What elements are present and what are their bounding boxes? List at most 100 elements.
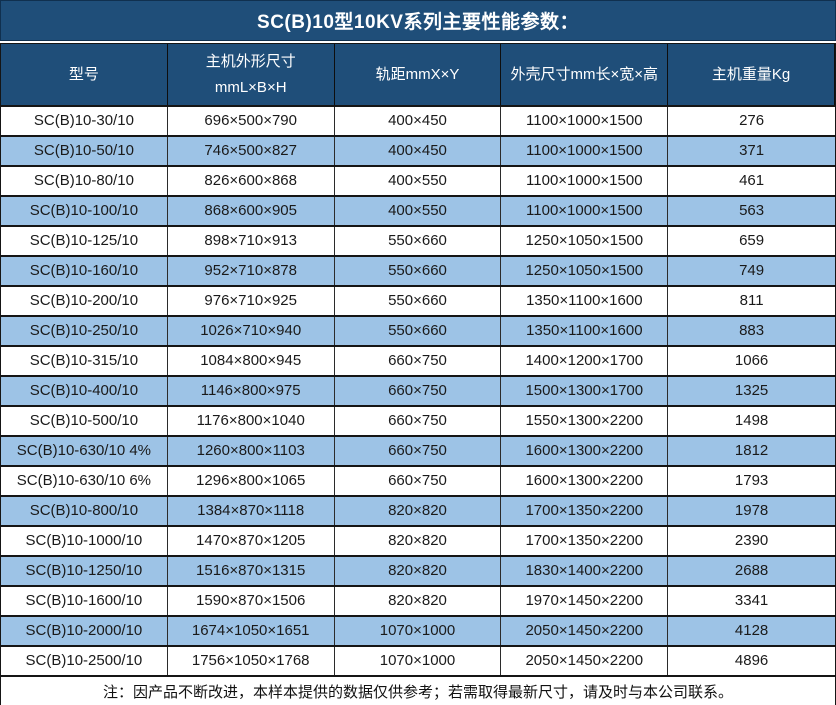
cell-weight: 1066 [734,351,769,369]
cell-gauge: 400×450 [335,137,502,165]
cell-gauge: 820×820 [335,497,502,525]
cell-outline: 746×500×827 [168,137,335,165]
cell-outline: 898×710×913 [168,227,335,255]
column-header-shell: 外壳尺寸mm长×宽×高 [501,44,669,105]
table-body: SC(B)10-30/10 696×500×790 400×450 1100×1000… [1,105,835,675]
cell-outline: 1260×800×1103 [168,437,335,465]
table-row: SC(B)10-400/10 1146×800×975 660×750 1500×13… [1,375,835,405]
table-row: SC(B)10-630/10 4% 1260×800×1103 660×750 160… [1,435,835,465]
cell-shell: 1100×1000×1500 [501,137,669,165]
cell-shell: 1500×1300×1700 [501,377,669,405]
cell-model: SC(B)10-80/10 [1,167,168,195]
page-title: SC(B)10型10KV系列主要性能参数： [0,0,836,41]
cell-shell: 1970×1450×2200 [501,587,669,615]
cell-model: SC(B)10-400/10 [1,377,168,405]
cell-gauge: 660×750 [335,467,502,495]
column-header-weight: 主机重量Kg [668,44,835,105]
cell-gauge: 820×820 [335,587,502,615]
cell-model: SC(B)10-160/10 [1,257,168,285]
cell-gauge: 660×750 [335,377,502,405]
table-header-row: 型号 主机外形尺寸 mmL×B×H 轨距mmX×Y 外壳尺寸mm长×宽×高 主机… [1,43,835,105]
table-row: SC(B)10-315/10 1084×800×945 660×750 1400×12… [1,345,835,375]
cell-shell: 1100×1000×1500 [501,167,669,195]
cell-weight: 811 [739,291,764,309]
table-row: SC(B)10-500/10 1176×800×1040 660×750 1550×1… [1,405,835,435]
cell-outline: 1384×870×1118 [168,497,335,525]
table-row: SC(B)10-125/10 898×710×913 550×660 1250×105… [1,225,835,255]
cell-weight: 1325 [734,381,769,399]
cell-gauge: 550×660 [335,287,502,315]
cell-gauge: 660×750 [335,407,502,435]
cell-model: SC(B)10-500/10 [1,407,168,435]
cell-weight: 1812 [734,441,769,459]
cell-outline: 696×500×790 [168,107,335,135]
cell-outline: 1756×1050×1768 [168,647,335,675]
cell-model: SC(B)10-125/10 [1,227,168,255]
cell-weight: 659 [739,231,765,249]
cell-weight: 2688 [734,561,769,579]
cell-gauge: 820×820 [335,527,502,555]
table-row: SC(B)10-630/10 6% 1296×800×1065 660×750 160… [1,465,835,495]
cell-model: SC(B)10-315/10 [1,347,168,375]
table-row: SC(B)10-2000/10 1674×1050×1651 1070×1000 20… [1,615,835,645]
cell-outline: 868×600×905 [168,197,335,225]
cell-model: SC(B)10-1000/10 [1,527,168,555]
table-row: SC(B)10-1600/10 1590×870×1506 820×820 1970×… [1,585,835,615]
table-row: SC(B)10-2500/10 1756×1050×1768 1070×1000 20… [1,645,835,675]
cell-weight: 371 [739,141,765,159]
cell-weight: 563 [739,201,765,219]
cell-shell: 1350×1100×1600 [501,317,669,345]
cell-shell: 1250×1050×1500 [501,257,669,285]
cell-model: SC(B)10-2000/10 [1,617,168,645]
cell-outline: 1296×800×1065 [168,467,335,495]
cell-weight: 276 [739,111,765,129]
cell-model: SC(B)10-200/10 [1,287,168,315]
table-row: SC(B)10-50/10 746×500×827 400×450 1100×1000… [1,135,835,165]
cell-weight: 1793 [734,471,769,489]
cell-shell: 1100×1000×1500 [501,197,669,225]
cell-outline: 1146×800×975 [168,377,335,405]
cell-shell: 1550×1300×2200 [501,407,669,435]
cell-model: SC(B)10-630/10 4% [1,437,168,465]
cell-outline: 1470×870×1205 [168,527,335,555]
cell-gauge: 660×750 [335,347,502,375]
table-row: SC(B)10-250/10 1026×710×940 550×660 1350×11… [1,315,835,345]
cell-gauge: 400×550 [335,197,502,225]
cell-weight: 3341 [734,591,769,609]
cell-outline: 826×600×868 [168,167,335,195]
cell-gauge: 550×660 [335,257,502,285]
cell-gauge: 550×660 [335,317,502,345]
cell-model: SC(B)10-800/10 [1,497,168,525]
table-row: SC(B)10-1000/10 1470×870×1205 820×820 1700×… [1,525,835,555]
title-divider [0,41,836,43]
cell-outline: 976×710×925 [168,287,335,315]
cell-weight: 1498 [734,411,769,429]
table-row: SC(B)10-200/10 976×710×925 550×660 1350×110… [1,285,835,315]
cell-model: SC(B)10-250/10 [1,317,168,345]
cell-model: SC(B)10-50/10 [1,137,168,165]
cell-outline: 1026×710×940 [168,317,335,345]
cell-shell: 1100×1000×1500 [501,107,669,135]
table-row: SC(B)10-800/10 1384×870×1118 820×820 1700×1… [1,495,835,525]
cell-shell: 2050×1450×2200 [501,647,669,675]
cell-shell: 1700×1350×2200 [501,527,669,555]
cell-weight: 883 [739,321,765,339]
cell-model: SC(B)10-2500/10 [1,647,168,675]
cell-outline: 1516×870×1315 [168,557,335,585]
cell-gauge: 660×750 [335,437,502,465]
cell-shell: 1600×1300×2200 [501,467,669,495]
cell-shell: 1400×1200×1700 [501,347,669,375]
cell-shell: 1250×1050×1500 [501,227,669,255]
performance-parameters-table: 型号 主机外形尺寸 mmL×B×H 轨距mmX×Y 外壳尺寸mm长×宽×高 主机… [0,43,836,705]
column-header-gauge: 轨距mmX×Y [334,44,502,105]
cell-gauge: 1070×1000 [335,647,502,675]
cell-gauge: 400×550 [335,167,502,195]
table-row: SC(B)10-30/10 696×500×790 400×450 1100×1000… [1,105,835,135]
cell-shell: 1600×1300×2200 [501,437,669,465]
cell-weight: 1978 [734,501,769,519]
footnote: 注：因产品不断改进，本样本提供的数据仅供参考；若需取得最新尺寸，请及时与本公司联… [1,675,835,705]
cell-gauge: 820×820 [335,557,502,585]
column-header-outline: 主机外形尺寸 mmL×B×H [167,44,335,105]
cell-gauge: 1070×1000 [335,617,502,645]
